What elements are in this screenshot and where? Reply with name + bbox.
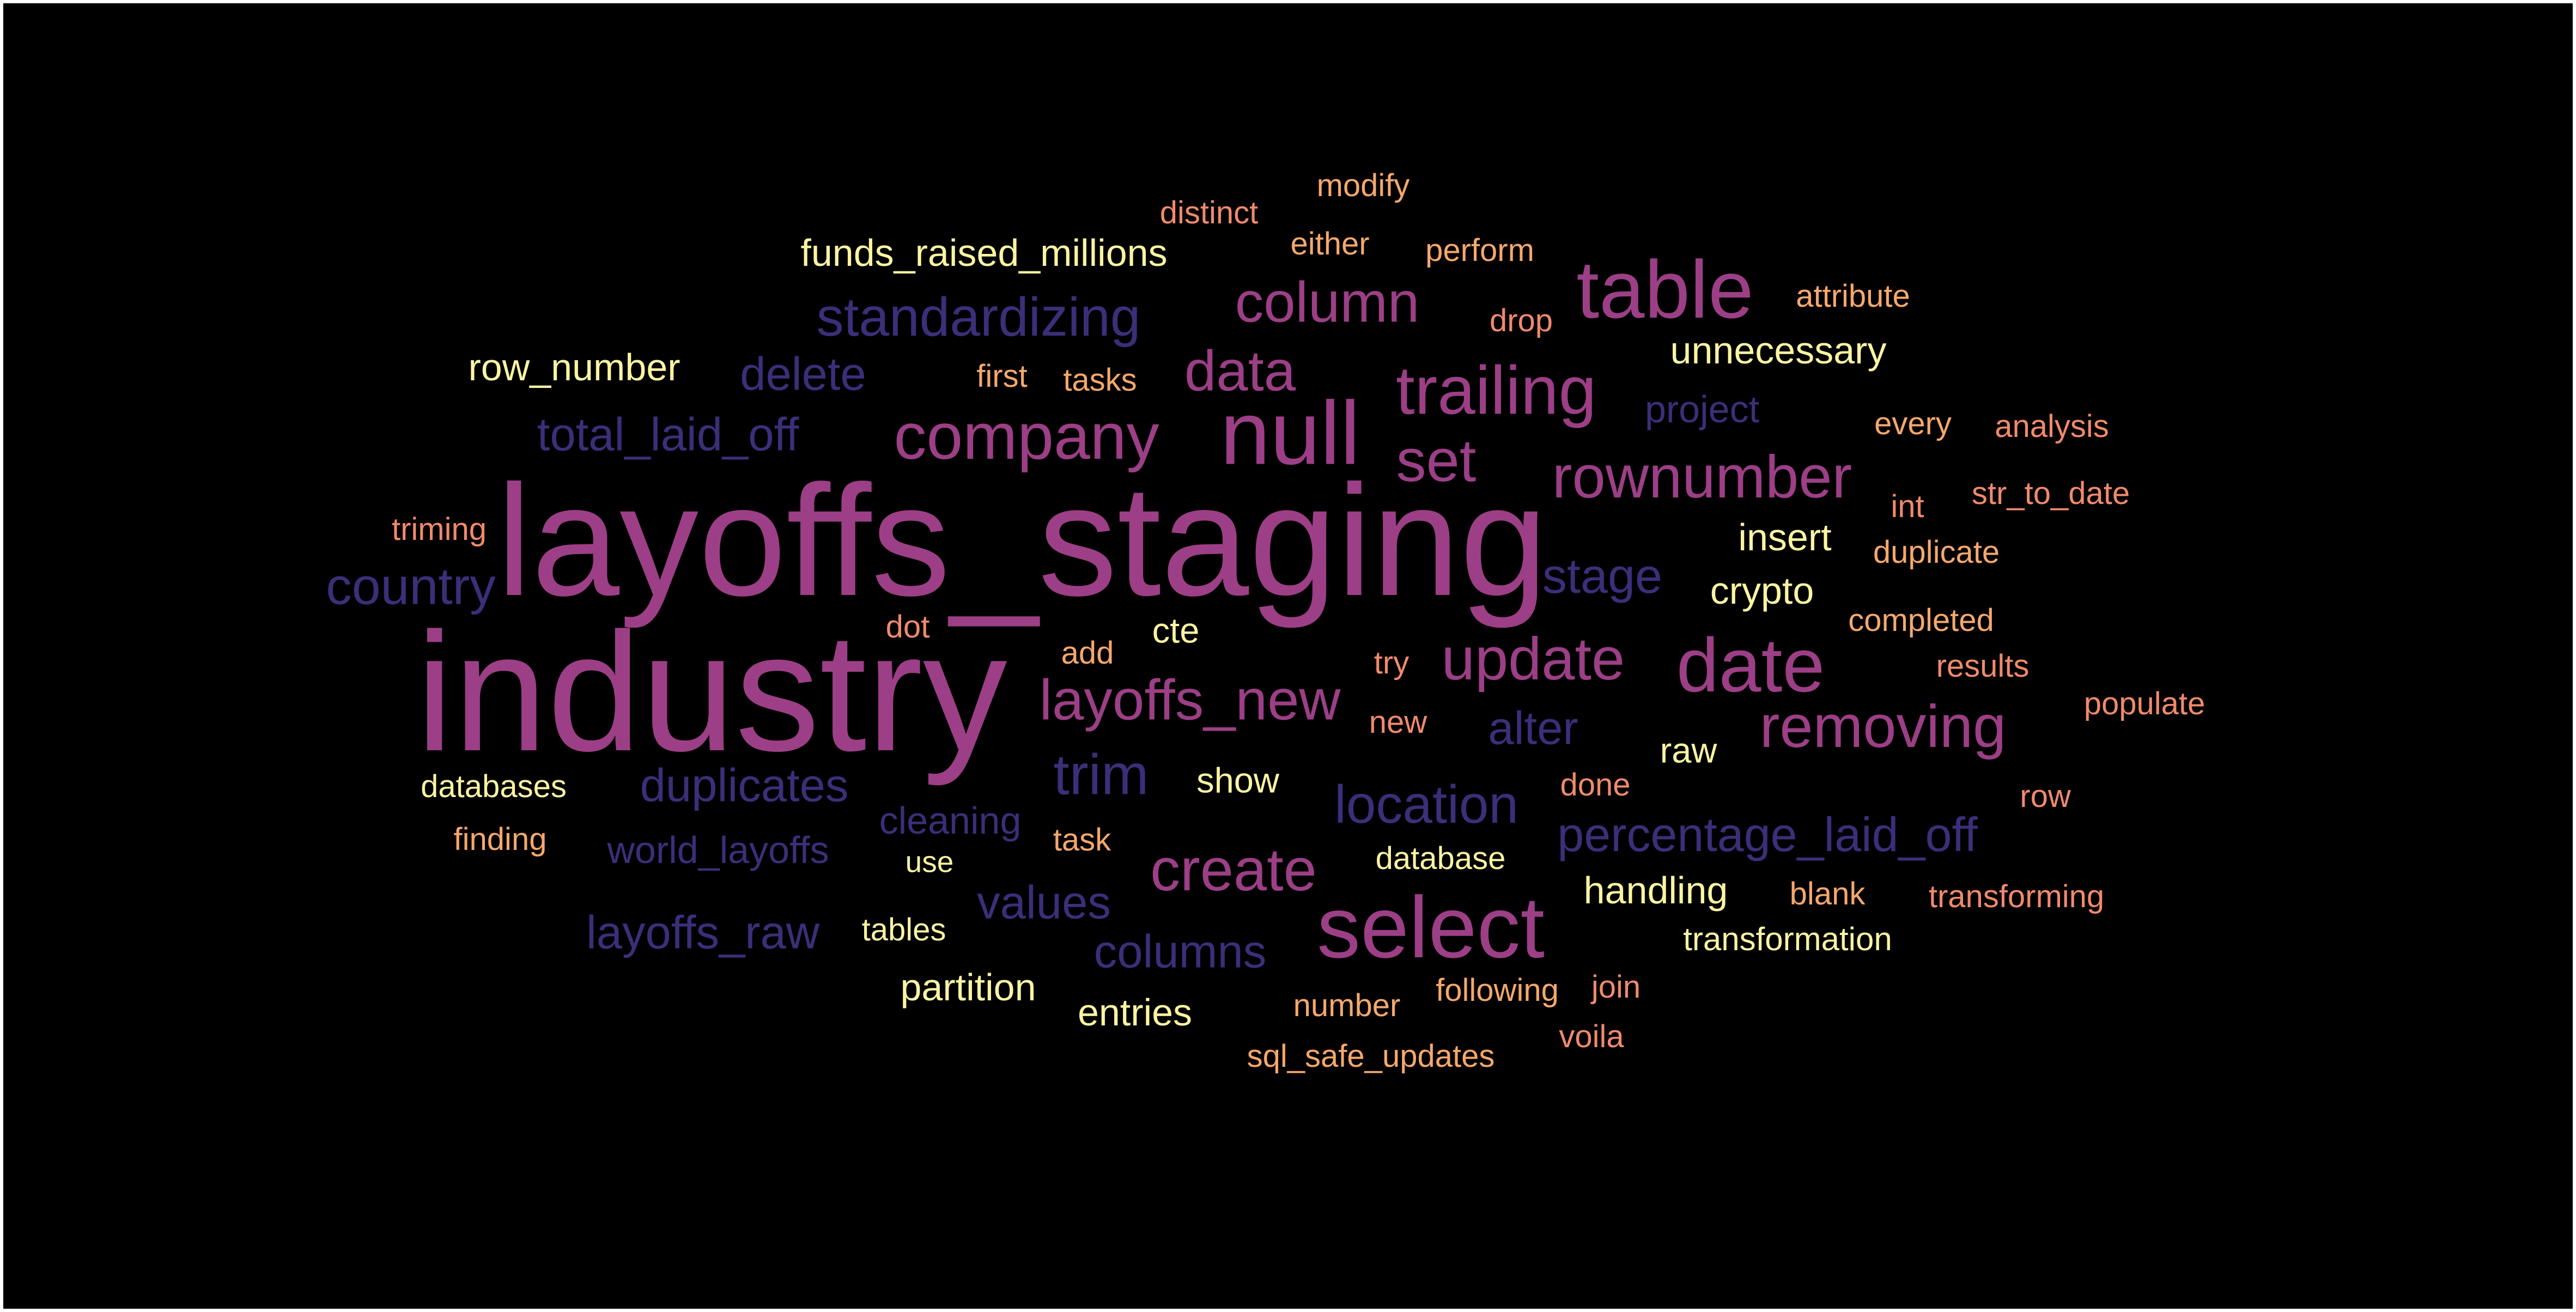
word-country: country — [326, 557, 496, 616]
word-layoffs-raw: layoffs_raw — [586, 907, 820, 959]
word-world-layoffs: world_layoffs — [607, 829, 829, 871]
word-layoffs-staging: layoffs_staging — [496, 452, 1548, 629]
word-column: column — [1235, 270, 1420, 335]
word-analysis: analysis — [1995, 409, 2109, 444]
word-alter: alter — [1488, 702, 1578, 755]
word-row-number: row_number — [468, 346, 681, 388]
word-tables: tables — [861, 912, 946, 947]
word-either: either — [1290, 226, 1370, 262]
word-standardizing: standardizing — [816, 287, 1141, 348]
word-cleaning: cleaning — [879, 799, 1022, 842]
word-project: project — [1644, 388, 1760, 430]
word-null: null — [1220, 382, 1360, 483]
word-entries: entries — [1077, 991, 1193, 1034]
word-company: company — [894, 400, 1159, 473]
word-delete: delete — [740, 348, 866, 400]
word-date: date — [1676, 622, 1825, 708]
word-raw: raw — [1660, 730, 1717, 770]
word-location: location — [1334, 774, 1518, 834]
word-new: new — [1369, 704, 1427, 740]
word-columns: columns — [1093, 926, 1267, 978]
word-add: add — [1061, 635, 1114, 671]
word-results: results — [1936, 648, 2030, 684]
word-populate: populate — [2083, 686, 2206, 721]
word-row: row — [2020, 779, 2071, 814]
word-partition: partition — [900, 966, 1036, 1009]
word-data: data — [1184, 339, 1296, 403]
word-voila: voila — [1559, 1019, 1624, 1054]
word-triming: triming — [391, 512, 487, 547]
word-duplicates: duplicates — [640, 760, 849, 812]
word-set: set — [1396, 427, 1477, 494]
word-update: update — [1441, 625, 1625, 693]
word-cte: cte — [1152, 610, 1200, 651]
word-layoffs-new: layoffs_new — [1039, 668, 1341, 732]
word-join: join — [1591, 969, 1641, 1005]
word-values: values — [977, 877, 1111, 929]
word-every: every — [1874, 406, 1952, 441]
word-removing: removing — [1759, 693, 2007, 760]
word-finding: finding — [453, 822, 547, 857]
word-trim: trim — [1053, 743, 1149, 807]
word-following: following — [1436, 973, 1559, 1008]
word-trailing: trailing — [1395, 353, 1597, 429]
word-stage: stage — [1542, 549, 1663, 604]
word-drop: drop — [1489, 303, 1553, 338]
word-create: create — [1150, 836, 1317, 903]
word-cloud: layoffs_staging industry table null select da… — [3, 3, 2573, 1309]
word-insert: insert — [1738, 516, 1832, 558]
word-int: int — [1891, 489, 1924, 524]
word-table: table — [1576, 244, 1754, 335]
word-str-to-date: str_to_date — [1971, 476, 2130, 511]
word-handling: handling — [1583, 869, 1728, 912]
word-databases: databases — [421, 769, 567, 804]
word-completed: completed — [1848, 603, 1994, 638]
word-sql-safe-updates: sql_safe_updates — [1247, 1038, 1495, 1074]
word-distinct: distinct — [1159, 195, 1259, 230]
word-total-laid-off: total_laid_off — [537, 409, 799, 461]
word-use: use — [905, 845, 954, 879]
word-duplicate: duplicate — [1873, 534, 2000, 570]
word-rownumber: rownumber — [1552, 444, 1852, 511]
word-unnecessary: unnecessary — [1670, 329, 1887, 372]
word-done: done — [1560, 767, 1631, 803]
word-select: select — [1317, 878, 1545, 976]
word-industry: industry — [416, 597, 1007, 786]
word-transforming: transforming — [1928, 879, 2105, 914]
word-percentage-laid-off: percentage_laid_off — [1557, 807, 1978, 861]
word-funds-raised-millions: funds_raised_millions — [800, 232, 1168, 274]
word-blank: blank — [1789, 876, 1866, 912]
word-perform: perform — [1425, 233, 1534, 268]
word-tasks: tasks — [1063, 362, 1137, 398]
word-database: database — [1375, 841, 1506, 876]
word-first: first — [976, 359, 1028, 394]
word-number: number — [1293, 988, 1401, 1023]
word-cloud-canvas: layoffs_staging industry table null select da… — [3, 3, 2573, 1309]
word-transformation: transformation — [1683, 921, 1892, 957]
word-try: try — [1374, 645, 1409, 681]
word-attribute: attribute — [1796, 278, 1910, 314]
word-show: show — [1196, 760, 1279, 800]
word-crypto: crypto — [1710, 569, 1814, 612]
word-modify: modify — [1316, 168, 1410, 203]
word-task: task — [1053, 822, 1111, 858]
word-dot: dot — [885, 609, 930, 645]
